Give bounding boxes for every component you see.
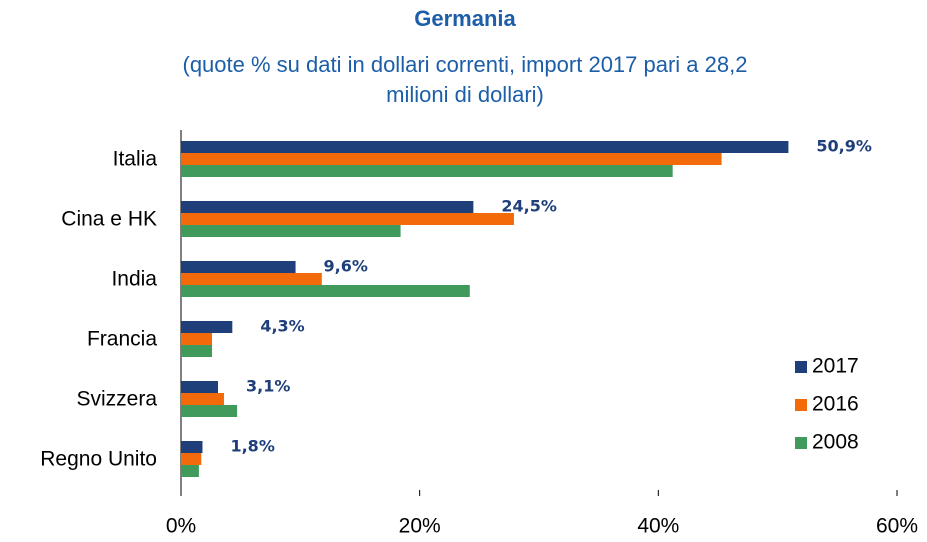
bar: [181, 405, 238, 417]
y-tick-label: Francia: [87, 328, 157, 351]
bar: [181, 321, 233, 333]
data-label: 4,3%: [260, 317, 304, 336]
x-tick-label: 60%: [876, 515, 918, 538]
bar: [181, 333, 213, 345]
chart-subtitle: (quote % su dati in dollari correnti, im…: [183, 52, 748, 77]
bar: [181, 381, 218, 393]
bar: [181, 165, 673, 177]
data-label: 1,8%: [230, 437, 274, 456]
bar: [181, 453, 202, 465]
legend-swatch: [795, 399, 807, 411]
data-label: 3,1%: [246, 377, 290, 396]
data-label: 50,9%: [816, 137, 872, 156]
bar: [181, 345, 213, 357]
bar: [181, 465, 199, 477]
bar: [181, 213, 514, 225]
bar: [181, 201, 474, 213]
data-label: 9,6%: [324, 257, 368, 276]
legend-swatch: [795, 361, 807, 373]
bar: [181, 225, 401, 237]
chart-title: Germania: [414, 6, 516, 31]
y-tick-label: Cina e HK: [61, 208, 157, 231]
y-tick-label: Regno Unito: [40, 448, 157, 471]
legend-swatch: [795, 437, 807, 449]
bar: [181, 141, 789, 153]
bar: [181, 153, 722, 165]
y-tick-label: Svizzera: [76, 388, 157, 411]
y-tick-label: Italia: [113, 148, 158, 171]
y-tick-label: India: [111, 268, 157, 291]
chart-subtitle: milioni di dollari): [386, 82, 544, 107]
bar: [181, 441, 203, 453]
legend-label: 2017: [812, 355, 859, 378]
x-tick-label: 40%: [637, 515, 679, 538]
x-tick-label: 0%: [166, 515, 196, 538]
data-label: 24,5%: [501, 197, 557, 216]
legend-label: 2008: [812, 431, 859, 454]
legend-label: 2016: [812, 393, 859, 416]
x-tick-label: 20%: [399, 515, 441, 538]
bar: [181, 273, 322, 285]
bar: [181, 285, 470, 297]
bar: [181, 393, 224, 405]
bar: [181, 261, 296, 273]
